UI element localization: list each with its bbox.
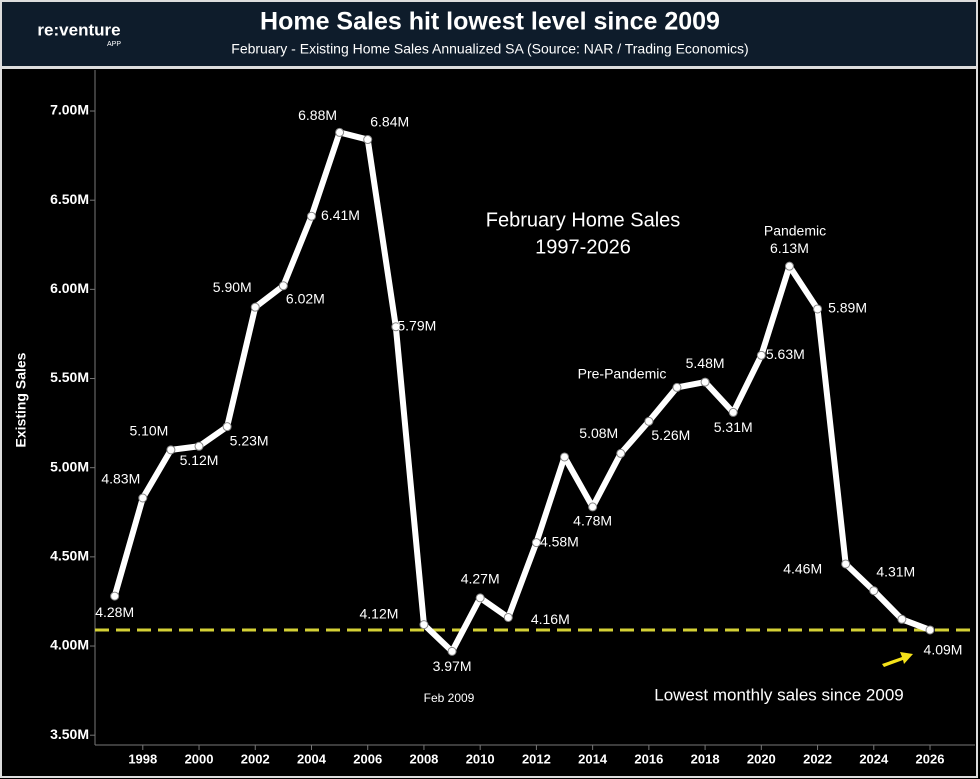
x-tick-label: 2012 [522,751,551,766]
annotation: Pre-Pandemic [578,366,667,382]
x-tick-label: 2002 [241,751,270,766]
annotation: February Home Sales [486,209,681,231]
value-label: 5.89M [828,300,867,316]
x-tick-label: 2018 [691,751,720,766]
value-label: 6.41M [321,207,360,223]
y-tick-label: 6.50M [50,191,89,207]
y-tick-label: 4.50M [50,548,89,564]
point [194,441,204,451]
header-band [0,0,978,68]
point [166,445,176,455]
point [616,448,626,458]
point [869,586,879,596]
x-tick-label: 2026 [916,751,945,766]
point [278,281,288,291]
point [560,452,570,462]
x-tick-label: 2006 [353,751,382,766]
value-label: 5.12M [180,452,219,468]
point [672,382,682,392]
point [841,559,851,569]
point [728,407,738,417]
x-tick-label: 2024 [859,751,889,766]
annotation: Feb 2009 [424,691,475,705]
chart-subtitle: February - Existing Home Sales Annualize… [231,41,748,57]
value-label: 6.02M [286,290,325,306]
logo: re:venture [37,20,120,39]
y-tick-label: 7.00M [50,102,89,118]
value-label: 5.79M [397,318,436,334]
point [700,377,710,387]
value-label: 4.58M [540,533,579,549]
annotation: 1997-2026 [535,236,631,258]
x-tick-label: 2004 [297,751,327,766]
x-tick-label: 2010 [466,751,495,766]
value-label: 3.97M [433,658,472,674]
point [110,591,120,601]
point [756,350,766,360]
value-label: 5.26M [651,427,690,443]
point [784,261,794,271]
arrow [882,652,913,667]
sales-line [111,129,932,655]
point [897,614,907,624]
point [138,493,148,503]
annotation: Pandemic [764,223,826,239]
value-label: 4.12M [359,605,398,621]
point [475,593,485,603]
y-axis-label: Existing Sales [13,352,29,447]
value-label: 6.84M [370,113,409,129]
x-tick-label: 2014 [578,751,608,766]
y-tick-label: 5.00M [50,458,89,474]
chart-frame [0,67,978,778]
chart-title: Home Sales hit lowest level since 2009 [260,8,720,36]
point [588,502,598,512]
point [531,538,541,548]
value-label: 4.78M [573,513,612,529]
point [335,127,345,137]
x-tick-label: 2022 [803,751,832,766]
point [419,620,429,630]
value-label: 4.16M [531,611,570,627]
logo-sub: APP [107,41,121,48]
y-tick-label: 3.50M [50,726,89,742]
point [503,612,513,622]
value-label: 4.31M [876,563,915,579]
value-label: 4.27M [461,571,500,587]
annotation: Lowest monthly sales since 2009 [654,685,903,704]
x-tick-label: 2008 [409,751,438,766]
value-label: 5.10M [129,423,168,439]
point [250,302,260,312]
x-tick-label: 1998 [128,751,157,766]
point [925,625,935,635]
y-tick-label: 5.50M [50,369,89,385]
value-label: 5.08M [579,425,618,441]
value-label: 5.23M [230,432,269,448]
point [306,211,316,221]
value-label: 5.31M [714,419,753,435]
value-label: 5.63M [766,346,805,362]
value-label: 6.13M [770,240,809,256]
point [813,304,823,314]
value-label: 5.48M [686,355,725,371]
point [447,646,457,656]
x-tick-label: 2020 [747,751,776,766]
point [222,422,232,432]
value-label: 5.90M [213,279,252,295]
point [363,135,373,145]
y-tick-label: 6.00M [50,280,89,296]
value-label: 4.83M [101,471,140,487]
point [644,416,654,426]
value-label: 6.88M [298,107,337,123]
x-tick-label: 2000 [185,751,214,766]
point [391,322,401,332]
value-label: 4.28M [95,604,134,620]
value-label: 4.09M [924,642,963,658]
y-tick-label: 4.00M [50,637,89,653]
x-tick-label: 2016 [634,751,663,766]
value-label: 4.46M [783,561,822,577]
